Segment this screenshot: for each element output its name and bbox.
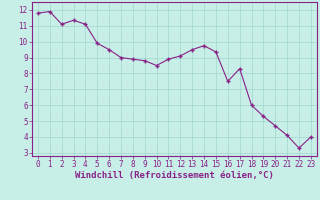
X-axis label: Windchill (Refroidissement éolien,°C): Windchill (Refroidissement éolien,°C) xyxy=(75,171,274,180)
